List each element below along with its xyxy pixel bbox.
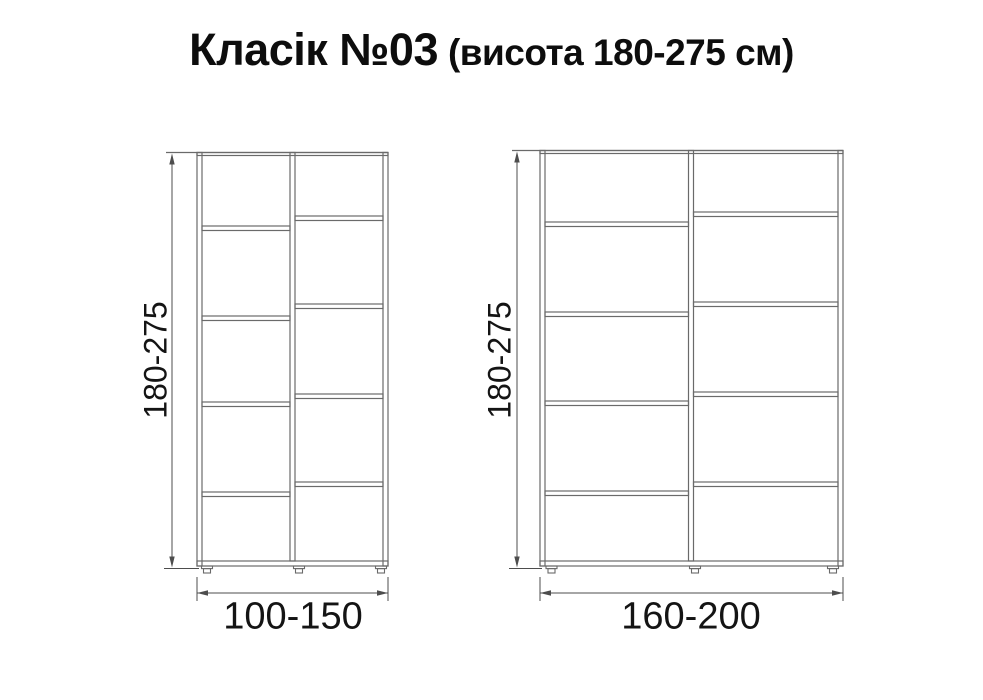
height-dimension — [164, 153, 199, 569]
foot-icon — [545, 565, 558, 574]
small-wardrobe-width-label: 100-150 — [223, 595, 363, 638]
shelf-line — [692, 391, 839, 398]
shelf-line — [692, 481, 839, 488]
foot-icon — [200, 565, 214, 574]
foot-icon — [374, 565, 388, 574]
right-side-panel — [837, 149, 844, 567]
width-dimension — [196, 577, 389, 601]
dimension-arrow-up — [169, 153, 175, 165]
shelf-line — [544, 490, 690, 497]
center-divider — [687, 149, 695, 562]
title-sub: (висота 180-275 см) — [447, 32, 794, 73]
foot-icon — [826, 565, 840, 574]
large-wardrobe-width-label: 160-200 — [621, 595, 761, 638]
foot-icon — [292, 565, 306, 574]
page-title: Класік №03 (висота 180-275 см) — [0, 24, 983, 76]
shelf-line — [294, 215, 384, 222]
height-dimension — [509, 151, 542, 569]
shelf-line — [692, 301, 839, 308]
small-wardrobe-height-label: 180-275 — [137, 301, 174, 419]
left-side-panel — [196, 151, 203, 567]
left-side-panel — [539, 149, 546, 567]
small-wardrobe-drawing — [164, 151, 389, 601]
dimension-arrow-left — [540, 590, 551, 596]
shelf-line — [201, 225, 291, 232]
dimension-arrow-up — [514, 151, 520, 163]
foot-icon — [688, 565, 702, 574]
shelf-line — [544, 221, 690, 228]
shelf-line — [294, 393, 384, 400]
shelf-line — [201, 401, 291, 408]
large-wardrobe-drawing — [509, 149, 844, 601]
shelf-line — [294, 481, 384, 488]
dimension-arrow-down — [169, 556, 175, 568]
shelf-line — [544, 311, 690, 318]
right-side-panel — [382, 151, 389, 567]
shelf-line — [201, 315, 291, 322]
large-wardrobe-height-label: 180-275 — [481, 301, 518, 419]
shelf-line — [692, 211, 839, 218]
dimension-arrow-right — [377, 590, 388, 596]
center-divider — [289, 151, 296, 562]
dimension-arrow-left — [197, 590, 208, 596]
shelf-line — [544, 400, 690, 407]
bottom-panel — [539, 560, 844, 567]
width-dimension — [539, 577, 844, 601]
dimension-arrow-right — [832, 590, 843, 596]
bottom-panel — [196, 560, 389, 567]
shelf-line — [294, 303, 384, 310]
shelf-line — [201, 491, 291, 498]
dimension-arrow-down — [514, 556, 520, 568]
title-main: Класік №03 — [189, 24, 438, 75]
